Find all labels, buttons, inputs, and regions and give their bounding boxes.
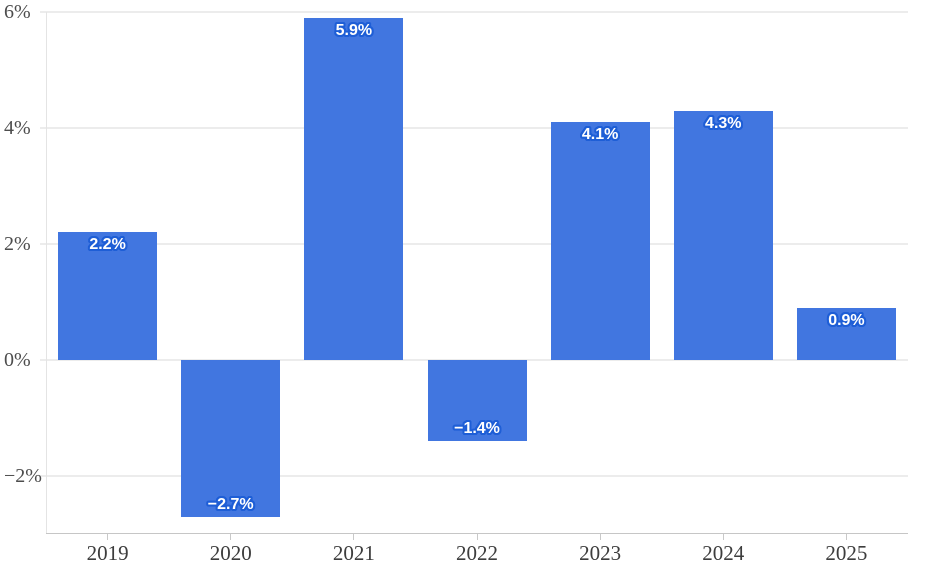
bar-2019 (58, 232, 158, 360)
x-axis-tick-mark (230, 534, 232, 540)
bar-value-label: −2.7% (207, 495, 254, 513)
x-axis-tick-label: 2022 (455, 541, 498, 565)
y-axis-tick-label: 6% (4, 1, 31, 23)
x-axis-tick-mark (845, 534, 847, 540)
x-axis-tick-label: 2025 (825, 541, 868, 565)
x-axis-tick-mark (353, 534, 355, 540)
x-axis-tick-mark (722, 534, 724, 540)
y-axis-line (46, 12, 47, 533)
x-axis-line (46, 533, 908, 534)
bar-2025 (796, 307, 896, 360)
x-axis-tick-mark (476, 534, 478, 540)
bar-2024 (673, 110, 773, 360)
x-axis-tick-label: 2019 (86, 541, 129, 565)
bar-value-label: −1.4% (454, 420, 500, 438)
y-axis-tick-label: 0% (4, 349, 31, 371)
bar-value-label: 5.9% (335, 21, 373, 39)
x-axis-tick-mark (599, 534, 601, 540)
gridline (40, 11, 908, 13)
bar-value-label: 4.1% (581, 126, 619, 144)
bar-value-label: 2.2% (89, 236, 126, 254)
gridline (40, 475, 908, 477)
bar-value-label: 0.9% (828, 311, 865, 329)
x-axis-tick-label: 2024 (702, 541, 745, 565)
gridline (40, 243, 908, 245)
bar-2021 (304, 17, 404, 360)
bar-value-label: 4.3% (705, 114, 742, 132)
x-axis-tick-mark (107, 534, 109, 540)
x-axis-tick-label: 2023 (579, 541, 622, 565)
x-axis-tick-label: 2021 (332, 541, 375, 565)
bar-2022 (427, 360, 527, 442)
gridline (40, 127, 908, 129)
bar-2020 (181, 360, 281, 517)
y-axis-tick-label: 4% (4, 117, 31, 139)
bar-2023 (550, 122, 650, 360)
x-axis-tick-label: 2020 (209, 541, 252, 565)
y-axis-tick-label: −2% (4, 465, 42, 487)
y-axis-tick-label: 2% (4, 233, 31, 255)
